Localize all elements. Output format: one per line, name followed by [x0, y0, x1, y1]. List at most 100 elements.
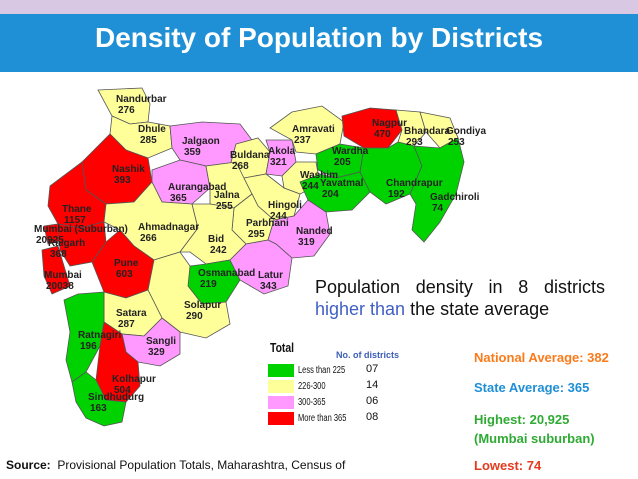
district-density-kolhapur: 504: [114, 385, 131, 396]
state-average: State Average: 365: [474, 380, 590, 395]
district-density-wardha: 205: [334, 157, 351, 168]
legend-count: 07: [366, 363, 379, 375]
district-name-ahmadnagar: Ahmadnagar: [138, 222, 199, 233]
district-name-wardha: Wardha: [332, 146, 369, 157]
note-text-before: Population density in 8 districts: [315, 277, 605, 297]
district-density-dhule: 285: [140, 135, 157, 146]
district-name-buldana: Buldana: [230, 150, 270, 161]
district-name-yavatmal: Yavatmal: [320, 178, 364, 189]
district-density-chandrapur: 192: [388, 189, 405, 200]
district-name-satara: Satara: [116, 308, 147, 319]
district-name-nagpur: Nagpur: [372, 118, 407, 129]
district-name-hingoli: Hingoli: [268, 200, 302, 211]
district-sindhudurg: [71, 371, 127, 427]
district-name-pune: Pune: [114, 258, 139, 269]
district-density-amravati: 237: [294, 135, 311, 146]
legend-swatch: [268, 412, 294, 425]
district-density-nandurbar: 276: [118, 105, 135, 116]
legend-count: 14: [366, 379, 379, 391]
district-mumbai: [41, 245, 71, 295]
district-name-gadchiroli: Gadchiroli: [430, 192, 480, 203]
district-density-buldana: 268: [232, 161, 249, 172]
source-note: Source: Provisional Population Totals, M…: [6, 458, 345, 472]
district-name-latur: Latur: [258, 270, 283, 281]
density-note: Population density in 8 districts higher…: [315, 276, 605, 320]
district-density-jalgaon: 359: [184, 147, 201, 158]
header-band: [0, 14, 638, 72]
district-density-bid: 242: [210, 245, 227, 256]
district-density-sangli: 329: [148, 347, 165, 358]
district-density-gadchiroli: 74: [432, 203, 444, 214]
district-density-yavatmal: 204: [322, 189, 339, 200]
legend-swatch: [268, 364, 294, 377]
district-name-nanded: Nanded: [296, 226, 333, 237]
district-name-raigarh: Raigarh: [48, 238, 85, 249]
district-shapes: [41, 87, 465, 427]
district-density-ahmadnagar: 266: [140, 233, 157, 244]
district-name-sangli: Sangli: [146, 336, 176, 347]
district-name-kolhapur: Kolhapur: [112, 374, 156, 385]
district-density-washim: 244: [302, 181, 319, 192]
district-name-bid: Bid: [208, 234, 224, 245]
district-ratnagiri: [63, 291, 105, 383]
legend-title: Total: [270, 340, 295, 355]
highest-density: Highest: 20,925 (Mumbai suburban): [474, 410, 595, 448]
district-density-sindhudurg: 163: [90, 403, 107, 414]
district-name-solapur: Solapur: [184, 300, 221, 311]
district-name-ratnagiri: Ratnagiri: [78, 330, 122, 341]
legend-swatch: [268, 380, 294, 393]
district-name-mumbai: Mumbai: [44, 270, 82, 281]
district-name-sindhudurg: Sindhudurg: [88, 392, 144, 403]
header: Density of Population by Districts: [0, 0, 638, 76]
district-name-parbhani: Parbhani: [246, 218, 289, 229]
legend-subtitle: No. of districts: [336, 350, 400, 360]
district-density-hingoli: 244: [270, 211, 287, 222]
district-density-pune: 603: [116, 269, 133, 280]
district-gadchiroli: [409, 137, 465, 243]
district-name-washim: Washim: [300, 170, 338, 181]
district-density-nagpur: 470: [374, 129, 391, 140]
source-label: Source:: [6, 458, 51, 472]
district-density-gondiya: 253: [448, 137, 465, 148]
header-bar: [0, 0, 638, 72]
district-nagpur: [341, 107, 403, 149]
legend-count: 08: [366, 411, 379, 423]
legend: Total No. of districts Less than 225 07 …: [262, 338, 422, 438]
legend-count: 06: [366, 395, 379, 407]
note-text-after: the state average: [405, 299, 550, 319]
note-highlight: higher than: [315, 299, 406, 319]
district-name-chandrapur: Chandrapur: [386, 178, 443, 189]
legend-swatch: [268, 396, 294, 409]
district-density-bhandara: 293: [406, 137, 423, 148]
district-density-latur: 343: [260, 281, 277, 292]
legend-label: Less than 225: [298, 365, 346, 376]
district-name-jalna: Jalna: [214, 190, 240, 201]
district-density-satara: 287: [118, 319, 135, 330]
district-density-jalna: 255: [216, 201, 233, 212]
district-name-nashik: Nashik: [112, 164, 145, 175]
district-name-jalgaon: Jalgaon: [182, 136, 220, 147]
legend-label: More than 365: [298, 413, 347, 424]
page-title: Density of Population by Districts: [94, 22, 544, 53]
district-density-mumbai: 20038: [46, 281, 74, 292]
legend-label: 226-300: [298, 381, 326, 392]
national-average: National Average: 382: [474, 350, 609, 365]
district-name-amravati: Amravati: [292, 124, 335, 135]
district-name-akola: Akola: [268, 146, 296, 157]
district-density-nashik: 393: [114, 175, 131, 186]
district-name-osmanabad: Osmanabad: [198, 268, 255, 279]
source-text: Provisional Population Totals, Maharasht…: [57, 458, 346, 472]
district-density-nanded: 319: [298, 237, 315, 248]
district-name-gondiya: Gondiya: [446, 126, 486, 137]
legend-label: 300-365: [298, 397, 326, 408]
district-density-raigarh: 368: [50, 249, 67, 260]
district-latur: [229, 239, 293, 295]
district-name-aurangabad: Aurangabad: [168, 182, 226, 193]
district-density-thane: 1157: [64, 215, 86, 226]
district-name-dhule: Dhule: [138, 124, 166, 135]
district-density-mumbai-suburban: 20925: [36, 235, 64, 246]
district-name-bhandara: Bhandara: [404, 126, 451, 137]
highest-value: Highest: 20,925: [474, 412, 570, 427]
